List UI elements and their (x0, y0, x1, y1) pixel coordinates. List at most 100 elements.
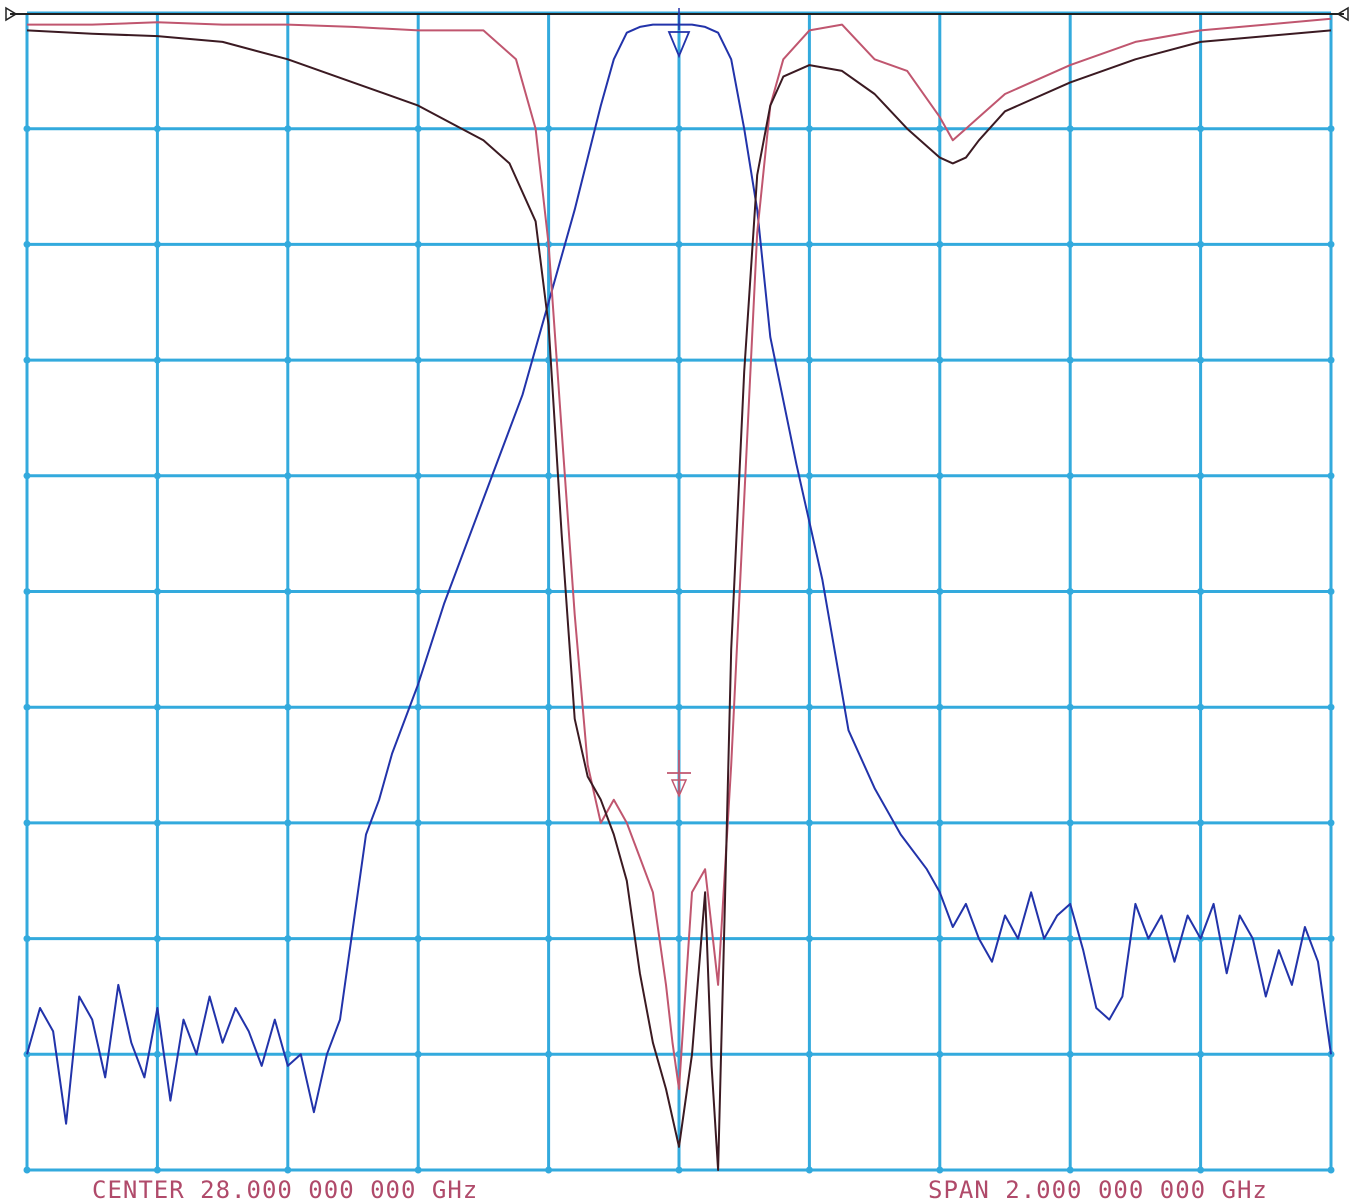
grid-intersection-dot (1066, 356, 1074, 364)
grid-intersection-dot (23, 356, 31, 364)
grid-intersection-dot (153, 703, 161, 711)
trace-reflection-1 (27, 17, 1332, 1090)
grid-intersection-dot (1197, 472, 1205, 480)
grid-intersection-dot (936, 588, 944, 595)
grid-intersection-dot (936, 703, 944, 711)
top-frame (5, 6, 1349, 22)
grid-intersection-dot (1197, 125, 1205, 133)
grid-intersection-dot (545, 935, 553, 943)
grid-intersection-dot (545, 1050, 553, 1058)
grid-intersection-dot (1066, 588, 1074, 595)
grid-intersection-dot (414, 1050, 422, 1058)
trace-transmission (26, 23, 1332, 1125)
grid-intersection-dot (414, 240, 422, 248)
right-reference-arrow-icon (1336, 6, 1349, 22)
left-reference-arrow-icon (5, 6, 18, 22)
grid-intersection-dot (414, 356, 422, 364)
traces (26, 17, 1332, 1171)
grid-intersection-dot (936, 1166, 944, 1174)
grid-intersection-dot (936, 819, 944, 827)
grid-intersection-dot (805, 1166, 813, 1174)
grid-intersection-dot (284, 240, 292, 248)
grid-intersection-dot (1197, 819, 1205, 827)
grid-intersection-dot (1327, 240, 1335, 248)
grid-intersection-dot (1066, 125, 1074, 133)
grid-intersection-dot (1066, 819, 1074, 827)
grid-intersection-dot (545, 703, 553, 711)
grid-intersection-dot (23, 588, 31, 595)
grid-intersection-dot (675, 472, 683, 480)
center-frequency-label: CENTER 28.000 000 000 GHz (92, 1176, 479, 1204)
grid-intersection-dot (23, 472, 31, 480)
grid-intersection-dot (1197, 240, 1205, 248)
grid-intersection-dot (153, 935, 161, 943)
grid-intersection-dot (284, 472, 292, 480)
grid (23, 11, 1335, 1174)
grid-intersection-dot (1327, 935, 1335, 943)
grid-intersection-dot (805, 1050, 813, 1058)
grid-intersection-dot (675, 356, 683, 364)
grid-intersection-dot (805, 356, 813, 364)
grid-intersection-dot (1066, 472, 1074, 480)
grid-intersection-dot (936, 472, 944, 480)
grid-intersection-dot (1197, 703, 1205, 711)
grid-intersection-dot (675, 240, 683, 248)
grid-intersection-dot (1066, 1050, 1074, 1058)
marker-small-triangle-icon (670, 779, 688, 798)
grid-intersection-dot (153, 356, 161, 364)
trace-reflection-2 (26, 29, 1332, 1171)
grid-intersection-dot (23, 935, 31, 943)
grid-intersection-dot (414, 588, 422, 595)
grid-intersection-dot (805, 819, 813, 827)
grid-intersection-dot (936, 240, 944, 248)
grid-intersection-dot (675, 588, 683, 595)
grid-intersection-dot (153, 240, 161, 248)
grid-intersection-dot (1066, 240, 1074, 248)
grid-intersection-dot (284, 819, 292, 827)
grid-intersection-dot (805, 240, 813, 248)
grid-intersection-dot (1197, 356, 1205, 364)
grid-intersection-dot (153, 125, 161, 133)
grid-intersection-dot (545, 1166, 553, 1174)
grid-intersection-dot (153, 472, 161, 480)
grid-intersection-dot (545, 588, 553, 595)
grid-intersection-dot (414, 1166, 422, 1174)
grid-intersection-dot (675, 703, 683, 711)
grid-intersection-dot (545, 472, 553, 480)
grid-intersection-dot (1066, 703, 1074, 711)
grid-intersection-dot (675, 1166, 683, 1174)
grid-intersection-dot (414, 819, 422, 827)
grid-intersection-dot (414, 935, 422, 943)
grid-intersection-dot (1327, 1166, 1335, 1174)
grid-intersection-dot (284, 588, 292, 595)
grid-intersection-dot (936, 125, 944, 133)
grid-intersection-dot (23, 819, 31, 827)
grid-intersection-dot (414, 472, 422, 480)
markers (667, 8, 691, 798)
grid-intersection-dot (153, 1166, 161, 1174)
grid-intersection-dot (545, 819, 553, 827)
grid-intersection-dot (805, 588, 813, 595)
grid-intersection-dot (805, 935, 813, 943)
grid-intersection-dot (936, 1050, 944, 1058)
grid-intersection-dot (1327, 703, 1335, 711)
grid-intersection-dot (284, 1166, 292, 1174)
grid-intersection-dot (23, 1166, 31, 1174)
grid-intersection-dot (414, 125, 422, 133)
grid-intersection-dot (23, 240, 31, 248)
span-frequency-label: SPAN 2.000 000 000 GHz (928, 1176, 1268, 1204)
grid-intersection-dot (545, 125, 553, 133)
grid-intersection-dot (284, 703, 292, 711)
grid-intersection-dot (1197, 1050, 1205, 1058)
grid-intersection-dot (675, 125, 683, 133)
grid-intersection-dot (1327, 588, 1335, 595)
grid-intersection-dot (1197, 588, 1205, 595)
grid-intersection-dot (1066, 935, 1074, 943)
grid-intersection-dot (23, 703, 31, 711)
grid-intersection-dot (284, 125, 292, 133)
grid-intersection-dot (414, 703, 422, 711)
grid-intersection-dot (1197, 1166, 1205, 1174)
grid-intersection-dot (675, 935, 683, 943)
